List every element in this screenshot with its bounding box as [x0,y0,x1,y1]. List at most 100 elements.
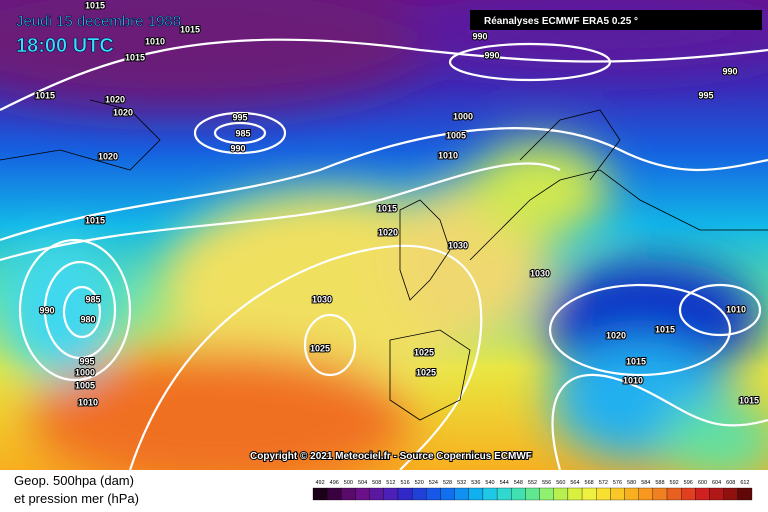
colorbar-label: 584 [641,480,650,486]
colorbar-swatch [695,487,710,501]
colorbar-label: 512 [386,480,395,486]
colorbar-label: 596 [684,480,693,486]
isobar-label: 980 [80,314,95,324]
colorbar-swatch [341,487,356,501]
colorbar-swatch [496,487,512,501]
isobar-label: 985 [85,294,100,304]
colorbar-swatch [681,487,696,501]
isobar-label: 990 [722,66,737,76]
isobar-label: 990 [472,31,487,41]
isobar-label: 1015 [35,90,55,100]
isobar-label: 985 [235,128,250,138]
colorbar-swatch [723,487,738,501]
isobar-label: 1000 [75,367,95,377]
colorbar-label: 496 [330,480,339,486]
colorbar-swatch [666,487,682,501]
colorbar-swatch [624,487,639,501]
isobar-label: 1030 [312,294,332,304]
colorbar-label: 604 [712,480,721,486]
colorbar-label: 520 [415,480,424,486]
colorbar-label: 556 [542,480,551,486]
isobar-label: 1010 [145,36,165,46]
isobar-label: 1005 [446,130,466,140]
colorbar-label: 536 [471,480,480,486]
colorbar-swatch [596,487,611,501]
isobar-label: 1015 [85,215,105,225]
colorbar-label: 612 [740,480,749,486]
isobar-label: 995 [79,356,94,366]
colorbar-swatch [369,487,384,501]
isobar-label: 1025 [310,343,330,353]
isobar-label: 1015 [85,0,105,10]
isobar-label: 1020 [105,94,125,104]
legend-line: Geop. 500hpa (dam) [14,473,134,488]
isobar-label: 990 [230,143,245,153]
colorbar-swatch [567,487,583,501]
colorbar-swatch [638,487,654,501]
colorbar-swatch [652,487,668,501]
colorbar-swatch [440,487,455,501]
colorbar-label: 564 [570,480,579,486]
colorbar-label: 580 [627,480,636,486]
colorbar-swatch [454,487,469,501]
colorbar-swatch [610,487,625,501]
coastlines [0,99,768,421]
colorbar-label: 544 [500,480,509,486]
isobar-label: 990 [39,305,54,315]
colorbar-label: 524 [429,480,438,486]
isobar-label: 1020 [98,151,118,161]
legend-line: et pression mer (hPa) [14,491,139,506]
colorbar-label: 500 [344,480,353,486]
colorbar-label: 600 [698,480,707,486]
isobar-label: 1025 [416,367,436,377]
isobar-label: 1015 [655,324,675,334]
isobar-label: 1030 [448,240,468,250]
source-label: Réanalyses ECMWF ERA5 0.25 ° [484,16,638,27]
colorbar-swatch [468,487,484,501]
colorbar-label: 548 [514,480,523,486]
colorbar-swatch [327,487,342,501]
colorbar: 492 496 500 504 508 512 516 520 524 528 532 536 540 5… [312,480,753,501]
colorbar-swatch [482,487,498,501]
source-box [470,10,762,30]
isobars [0,38,768,471]
colorbar-label: 492 [315,480,324,486]
colorbar-swatch [411,487,427,501]
field [0,0,768,490]
isobar-label: 1015 [377,203,397,213]
colorbar-label: 572 [599,480,608,486]
colorbar-swatch [525,487,540,501]
colorbar-swatch [426,487,441,501]
isobar-label: 1010 [726,304,746,314]
colorbar-label: 592 [670,480,679,486]
colorbar-label: 588 [655,480,664,486]
colorbar-label: 576 [613,480,622,486]
copyright: Copyright © 2021 Meteociel.fr - Source C… [250,451,532,462]
map-time: 18:00 UTC [16,35,114,57]
isobar-label: 995 [698,90,713,100]
isobar-label: 1020 [113,107,133,117]
colorbar-swatch [737,487,753,501]
colorbar-label: 568 [585,480,594,486]
colorbar-swatch [581,487,597,501]
isobar-label: 1015 [739,395,759,405]
colorbar-swatch [355,487,370,501]
colorbar-label: 608 [726,480,735,486]
colorbar-swatch [383,487,399,501]
colorbar-label: 540 [485,480,494,486]
isobar-label: 1010 [78,397,98,407]
colorbar-swatch [553,487,569,501]
isobar-label: 1000 [453,111,473,121]
isobar-label: 1010 [438,150,458,160]
isobar-label: 1015 [626,356,646,366]
colorbar-label: 508 [372,480,381,486]
isobar-label: 1015 [125,52,145,62]
isobar-label: 995 [232,112,247,122]
colorbar-swatch [312,487,328,501]
colorbar-swatch [511,487,526,501]
colorbar-label: 528 [443,480,452,486]
colorbar-label: 552 [528,480,537,486]
